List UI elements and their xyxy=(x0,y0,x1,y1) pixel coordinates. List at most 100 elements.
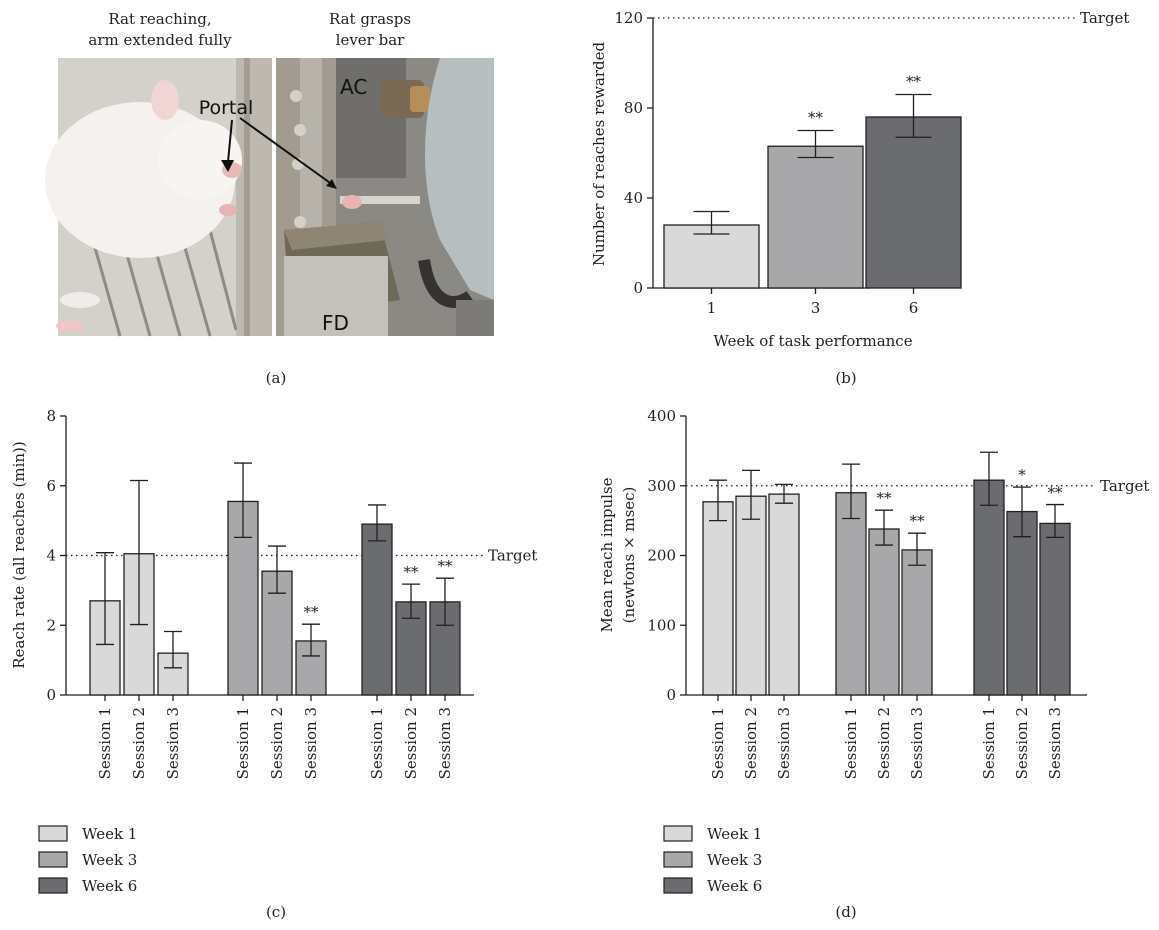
ac-label: AC xyxy=(340,75,367,99)
error-bar-week-3 xyxy=(797,129,834,159)
bar-week3-session1 xyxy=(835,492,867,696)
error-bar-week6-session2 xyxy=(402,583,420,619)
y-tick-label: 4 xyxy=(46,547,56,565)
arrowhead-right xyxy=(326,179,337,189)
significance-marker: ** xyxy=(304,603,320,621)
y-tick-label: 2 xyxy=(46,616,56,634)
y-tick-label: 0 xyxy=(633,279,643,297)
x-tick-label: 6 xyxy=(909,299,919,317)
error-bar-week3-session1 xyxy=(234,462,252,539)
target-label: Target xyxy=(1080,9,1129,27)
photo-caption-right-line1: Rat grasps xyxy=(329,10,411,28)
x-tick-label: Session 2 xyxy=(268,707,286,779)
legend-label: Week 1 xyxy=(707,825,762,843)
significance-marker: ** xyxy=(808,109,824,127)
chart-b-rewarded-reaches: Target 0 40 80 120 1 ** 3 ** 6 Week of task perfor… xyxy=(590,9,1129,350)
y-tick-label: 400 xyxy=(647,407,676,425)
panel-label-d: (d) xyxy=(835,903,856,921)
x-tick-label: Session 3 xyxy=(436,707,454,779)
legend-label: Week 3 xyxy=(707,851,762,869)
error-bar-week6-session2 xyxy=(1013,486,1031,538)
photo-caption-left-line2: arm extended fully xyxy=(88,31,232,49)
target-label: Target xyxy=(488,547,537,565)
photo-left-rat-reaching xyxy=(45,58,272,337)
bar-week-1 xyxy=(663,224,760,289)
legend-label: Week 3 xyxy=(82,851,137,869)
y-tick-label: 120 xyxy=(614,9,643,27)
bar-week6-session1 xyxy=(973,479,1005,696)
bar-week1-session2 xyxy=(735,495,767,696)
error-bar-week-6 xyxy=(895,93,932,138)
error-bar-week-1 xyxy=(693,210,730,235)
legend-label: Week 6 xyxy=(82,877,137,895)
photo-caption-right-line2: lever bar xyxy=(336,31,406,49)
photo-panel: Rat reaching, arm extended fully Rat gra… xyxy=(45,10,494,387)
chart-c-reach-rate: Target 0 2 4 6 8 Session 1 Session 2 Session 3 Se… xyxy=(10,407,537,895)
legend-swatch-week1 xyxy=(663,825,693,842)
x-tick-label: Session 2 xyxy=(130,707,148,779)
bar-week1-session1 xyxy=(702,501,734,696)
error-bar-week3-session2 xyxy=(268,545,286,594)
legend-label: Week 6 xyxy=(707,877,762,895)
error-bar-week1-session1 xyxy=(96,552,114,646)
y-tick-label: 6 xyxy=(46,477,56,495)
target-label: Target xyxy=(1100,477,1149,495)
y-tick-label: 200 xyxy=(647,547,676,565)
bar-week3-session2 xyxy=(868,528,900,696)
bar-week3-session3 xyxy=(901,549,933,696)
x-tick-label: Session 3 xyxy=(302,707,320,779)
panel-label-c: (c) xyxy=(266,903,286,921)
significance-marker: ** xyxy=(910,512,926,530)
x-tick-label: Session 2 xyxy=(875,707,893,779)
error-bar-week1-session2 xyxy=(742,469,760,520)
error-bar-week6-session3 xyxy=(1046,503,1064,539)
x-tick-label: Session 1 xyxy=(234,707,252,779)
legend-swatch-week3 xyxy=(38,851,68,868)
bar-week1-session3 xyxy=(768,493,800,696)
y-tick-label: 8 xyxy=(46,407,56,425)
y-tick-label: 0 xyxy=(666,686,676,704)
bar-week6-session1 xyxy=(361,523,393,696)
significance-marker: * xyxy=(1018,466,1026,484)
x-tick-label: Session 3 xyxy=(164,707,182,779)
x-axis-label: Week of task performance xyxy=(713,332,912,350)
bar-week6-session2 xyxy=(1006,510,1038,696)
x-tick-label: Session 2 xyxy=(742,707,760,779)
y-tick-label: 80 xyxy=(624,99,643,117)
bar-week6-session3 xyxy=(1039,522,1071,696)
error-bar-week3-session1 xyxy=(842,463,860,520)
y-tick-label: 100 xyxy=(647,616,676,634)
y-axis-label: (newtons × msec) xyxy=(620,487,638,624)
y-tick-label: 0 xyxy=(46,686,56,704)
panel-label-b: (b) xyxy=(835,369,856,387)
x-tick-label: Session 3 xyxy=(908,707,926,779)
y-axis-label: Mean reach impulse xyxy=(598,477,616,632)
y-tick-label: 40 xyxy=(624,189,643,207)
x-tick-label: Session 1 xyxy=(368,707,386,779)
error-bar-week6-session1 xyxy=(980,451,998,506)
portal-label: Portal xyxy=(199,97,254,119)
error-bar-week6-session1 xyxy=(368,504,386,542)
significance-marker: ** xyxy=(906,73,922,91)
y-axis-label: Reach rate (all reaches (min)) xyxy=(10,441,28,669)
error-bar-week1-session3 xyxy=(775,483,793,504)
legend-label: Week 1 xyxy=(82,825,137,843)
fd-label: FD xyxy=(322,311,349,335)
x-tick-label: Session 2 xyxy=(1013,707,1031,779)
bar-week-3 xyxy=(767,145,864,289)
error-bar-week3-session3 xyxy=(302,623,320,657)
portal-arrows xyxy=(227,117,334,186)
legend-swatch-week3 xyxy=(663,851,693,868)
legend-swatch-week6 xyxy=(663,877,693,894)
x-tick-label: 3 xyxy=(811,299,821,317)
x-tick-label: Session 2 xyxy=(402,707,420,779)
significance-marker: ** xyxy=(1048,484,1064,502)
error-bar-week6-session3 xyxy=(436,577,454,626)
legend-swatch-week1 xyxy=(38,825,68,842)
photo-right-lever-bar xyxy=(276,58,494,336)
error-bar-week1-session3 xyxy=(164,630,182,669)
panel-label-a: (a) xyxy=(266,369,287,387)
x-tick-label: Session 1 xyxy=(980,707,998,779)
x-tick-label: Session 1 xyxy=(842,707,860,779)
